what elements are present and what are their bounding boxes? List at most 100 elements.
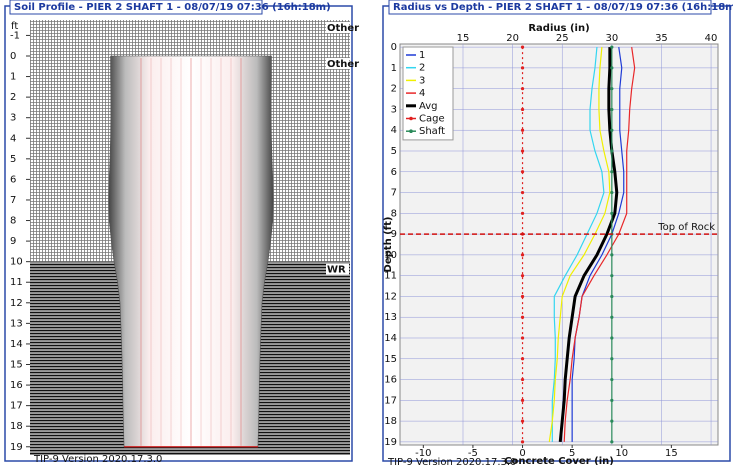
series-marker xyxy=(610,107,614,112)
series-marker xyxy=(610,315,614,319)
y-tick-label: 4 xyxy=(391,125,397,136)
series-marker xyxy=(520,294,525,299)
series-marker xyxy=(520,315,525,319)
series-marker xyxy=(520,357,525,361)
series-marker xyxy=(520,211,525,215)
series-marker xyxy=(610,357,614,361)
y-tick-label: 12 xyxy=(384,291,397,302)
layer-label-box xyxy=(326,57,349,69)
series-marker xyxy=(610,253,614,257)
y-tick-label: 5 xyxy=(10,154,16,165)
series-marker xyxy=(520,377,525,382)
y-tick-label: 7 xyxy=(391,188,397,199)
x2-axis-title: Concrete Cover (in) xyxy=(504,456,614,465)
legend-label: 3 xyxy=(419,75,425,86)
series-marker xyxy=(520,107,525,112)
series-marker xyxy=(520,419,525,423)
series-marker xyxy=(610,274,614,278)
series-marker xyxy=(520,149,525,153)
y-tick-label: 9 xyxy=(10,236,16,247)
y-tick-label: 11 xyxy=(384,271,397,282)
y-tick-label: 17 xyxy=(10,401,23,412)
series-line xyxy=(571,47,625,442)
series-marker xyxy=(610,377,614,382)
series-line xyxy=(563,47,636,442)
series-marker xyxy=(520,253,525,257)
y-tick-label: 5 xyxy=(391,146,397,157)
legend-label: 1 xyxy=(419,50,425,61)
x2-tick-label: -5 xyxy=(468,448,478,459)
legend-label: Cage xyxy=(419,114,445,125)
x2-tick-label: 15 xyxy=(665,448,678,459)
y-tick-label: 10 xyxy=(10,257,23,268)
y-tick-label: 1 xyxy=(391,63,397,74)
series-marker xyxy=(520,398,525,402)
series-marker xyxy=(520,170,525,174)
x-tick-label: 15 xyxy=(457,33,470,44)
legend-label: 4 xyxy=(419,88,425,99)
y-tick-label: 0 xyxy=(391,42,397,53)
layer-label: Other xyxy=(327,23,359,34)
series-marker xyxy=(520,190,525,195)
y-tick-label: 3 xyxy=(391,104,397,115)
series-marker xyxy=(520,274,525,278)
series-line xyxy=(558,47,619,443)
y-tick-label: 18 xyxy=(10,421,23,432)
y-tick-label: 7 xyxy=(10,195,16,206)
legend-label: 2 xyxy=(419,63,425,74)
y-tick-label: 19 xyxy=(10,442,23,453)
series-marker xyxy=(610,440,614,444)
y-tick-label: 19 xyxy=(384,437,397,448)
y-tick-label: 15 xyxy=(10,360,23,371)
y-tick-label: 11 xyxy=(10,277,23,288)
y-tick-label: 2 xyxy=(10,92,16,103)
series-marker xyxy=(610,87,614,91)
y-tick-label: 8 xyxy=(391,208,397,219)
soil-profile: OtherOtherWRft-1012345678910111213141516… xyxy=(10,20,359,465)
x-tick-label: 30 xyxy=(605,33,618,44)
y-tick-label: 18 xyxy=(384,416,397,427)
series-marker xyxy=(520,66,525,70)
panel-title: Soil Profile - PIER 2 SHAFT 1 - 08/07/19… xyxy=(14,2,331,13)
footer: TIP-9 Version 2020.17.3.0 xyxy=(387,457,516,465)
series-marker xyxy=(520,440,525,444)
series-marker xyxy=(610,419,614,423)
y-tick-label: 12 xyxy=(10,298,23,309)
y-tick-label: -1 xyxy=(10,30,20,41)
x2-tick-label: -10 xyxy=(415,448,431,459)
legend-marker xyxy=(409,129,413,133)
series-marker xyxy=(610,170,614,174)
series-line xyxy=(548,47,611,442)
y-tick-label: 6 xyxy=(10,174,16,185)
y-tick-label: 16 xyxy=(10,380,23,391)
y-tick-label: 1 xyxy=(10,72,16,83)
legend-label: Avg xyxy=(419,101,438,112)
y-tick-label: 3 xyxy=(10,113,16,124)
series-marker xyxy=(520,336,525,340)
series-marker xyxy=(520,128,525,132)
series-marker xyxy=(610,294,614,299)
x-tick-label: 20 xyxy=(506,33,519,44)
y-tick-label: 13 xyxy=(10,318,23,329)
series-line xyxy=(551,47,605,442)
x-tick-label: 35 xyxy=(655,33,668,44)
y-tick-label: 8 xyxy=(10,216,16,227)
series-marker xyxy=(610,190,614,195)
y-tick-label: 2 xyxy=(391,84,397,95)
y-tick-label: 4 xyxy=(10,133,16,144)
layer-label-box xyxy=(326,22,349,33)
title-tab xyxy=(388,0,712,15)
y-tick-label: 6 xyxy=(391,167,397,178)
series-marker xyxy=(610,336,614,340)
annotation-label: Top of Rock xyxy=(657,222,715,233)
y-axis-title: Depth (ft) xyxy=(383,217,394,273)
series-marker xyxy=(610,66,614,70)
series-marker xyxy=(610,128,614,132)
footer: TIP-9 Version 2020.17.3.0 xyxy=(33,454,162,465)
y-tick-label: 14 xyxy=(10,339,23,350)
title-tab xyxy=(9,0,263,15)
y-tick-label: 15 xyxy=(384,354,397,365)
x-axis-title: Radius (in) xyxy=(528,23,589,34)
layer-label-box xyxy=(326,263,349,275)
